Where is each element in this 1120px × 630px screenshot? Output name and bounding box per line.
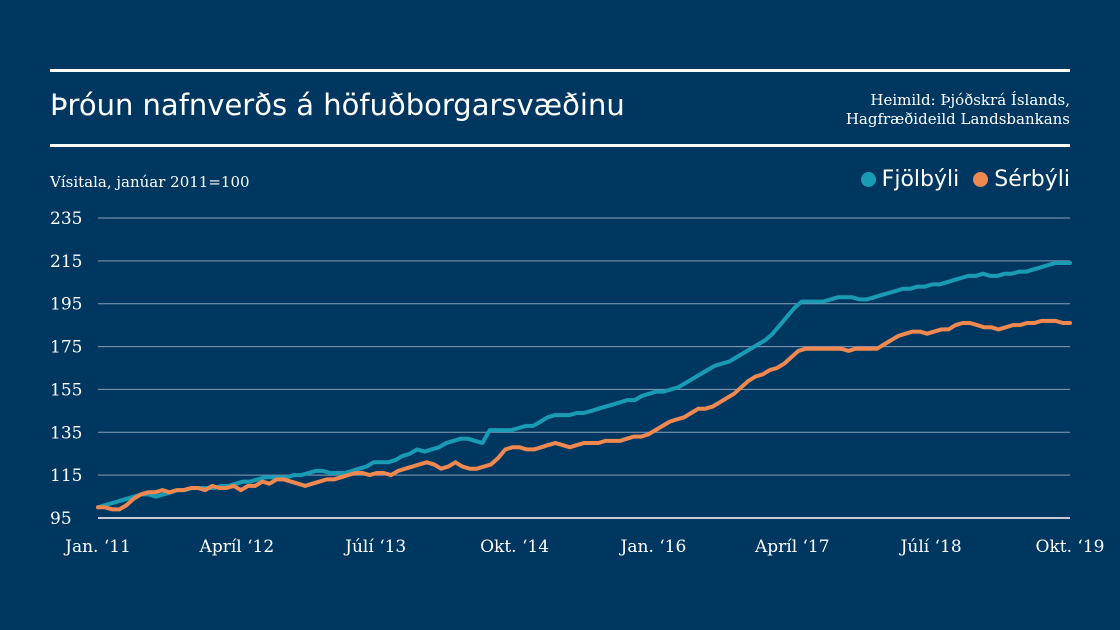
x-tick-label: Júlí ‘18	[899, 537, 962, 557]
x-tick-label: Jan. ‘16	[619, 537, 687, 557]
x-tick-label: Júlí ‘13	[343, 537, 406, 557]
y-tick-label: 135	[50, 423, 82, 443]
y-tick-label: 215	[50, 252, 82, 272]
y-tick-label: 95	[50, 509, 72, 529]
legend-item-fjolbyli: Fjölbýli	[860, 167, 960, 192]
legend-label-serbyli: Sérbýli	[994, 167, 1070, 192]
y-tick-label: 195	[50, 295, 82, 315]
source-note: Heimild: Þjóðskrá Íslands, Hagfræðideild…	[846, 91, 1070, 129]
source-line-1: Heimild: Þjóðskrá Íslands,	[870, 91, 1070, 109]
y-axis-unit-label: Vísitala, janúar 2011=100	[50, 173, 250, 191]
legend-dot-fjolbyli	[860, 172, 876, 187]
chart-legend: Fjölbýli Sérbýli	[860, 167, 1070, 192]
top-rule	[50, 69, 1070, 72]
y-tick-label: 175	[50, 338, 82, 358]
y-tick-label: 235	[50, 209, 82, 229]
x-tick-label: Apríl ‘17	[754, 537, 830, 557]
series-line-fjolbyli	[96, 261, 1072, 510]
legend-label-fjolbyli: Fjölbýli	[881, 167, 960, 192]
y-tick-label: 115	[50, 466, 82, 486]
x-tick-label: Okt. ‘14	[480, 537, 549, 557]
source-line-2: Hagfræðideild Landsbankans	[845, 110, 1070, 128]
x-tick-label: Apríl ‘12	[199, 537, 275, 557]
y-tick-label: 155	[50, 380, 82, 400]
legend-item-serbyli: Sérbýli	[973, 167, 1070, 192]
x-tick-label: Okt. ‘19	[1036, 537, 1105, 557]
series-line-serbyli	[96, 318, 1072, 512]
legend-dot-serbyli	[973, 172, 989, 187]
header-bottom-rule	[50, 144, 1070, 147]
x-tick-label: Jan. ‘11	[63, 537, 131, 557]
page-title: Þróun nafnverðs á höfuðborgarsvæðinu	[50, 88, 625, 122]
